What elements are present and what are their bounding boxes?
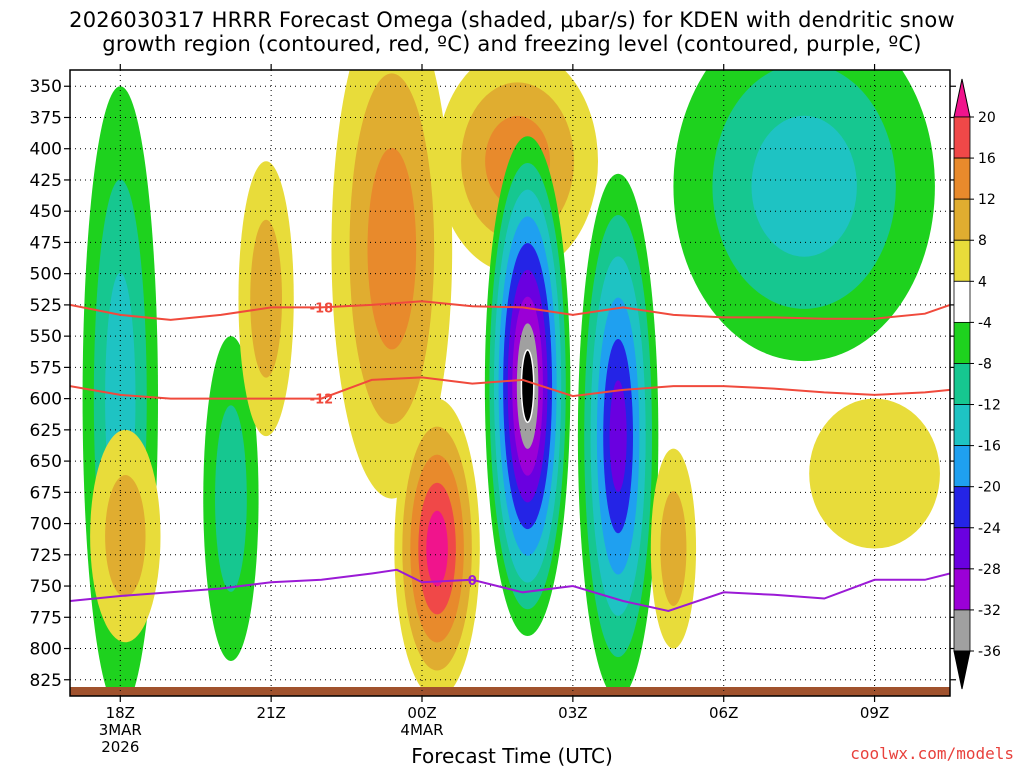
omega-level-neg12 xyxy=(751,115,857,257)
colorbar-swatch-9 xyxy=(953,486,971,529)
colorbar-swatch-2 xyxy=(953,198,971,241)
colorbar-bottom-arrow xyxy=(953,650,971,690)
omega-feature-7 xyxy=(484,136,571,637)
colorbar-label-10: -24 xyxy=(978,521,1001,537)
colorbar-swatch-0 xyxy=(953,116,971,159)
colorbar-swatch-3 xyxy=(953,239,971,282)
ground-strip xyxy=(70,687,950,696)
colorbar-label-11: -28 xyxy=(978,562,1001,578)
x-year-label: 2026 xyxy=(101,738,139,756)
colorbar-label-4: 4 xyxy=(978,274,987,290)
y-tick-label-650: 650 xyxy=(30,452,62,472)
colorbar-swatch-6 xyxy=(953,363,971,405)
dgz-contour-1-label: -12 xyxy=(310,393,334,408)
colorbar-top-arrow xyxy=(953,78,971,118)
colorbar-swatch-11 xyxy=(953,568,971,611)
site-credit: coolwx.com/models xyxy=(850,744,1014,763)
x-date-label: 3MAR xyxy=(99,721,142,739)
colorbar-swatch-4 xyxy=(953,280,971,323)
y-tick-label-450: 450 xyxy=(30,202,62,222)
y-tick-label-700: 700 xyxy=(30,515,62,535)
freezing-contour-0-line xyxy=(70,568,950,613)
omega-feature-2 xyxy=(90,429,161,643)
dgz-contour-1-line xyxy=(70,376,950,400)
colorbar-label-3: 8 xyxy=(978,233,987,249)
y-tick-label-475: 475 xyxy=(30,233,62,253)
x-tick-label-09Z: 09Z xyxy=(860,704,889,722)
omega-colorbar: 20 16 12 8 4 -4 -8 -12 -16 -20 -24 -28 -32 -36 xyxy=(953,78,1001,690)
omega-level-neg36 xyxy=(521,350,534,423)
colorbar-swatch-1 xyxy=(953,157,971,200)
omega-core-outline xyxy=(520,349,535,423)
omega-feature-11 xyxy=(809,398,940,549)
y-tick-label-550: 550 xyxy=(30,327,62,347)
y-tick-label-400: 400 xyxy=(30,140,62,160)
colorbar-label-13: -36 xyxy=(978,644,1001,660)
colorbar-label-2: 12 xyxy=(978,192,996,208)
x-tick-label-18Z: 18Z xyxy=(106,704,135,722)
omega-level-12 xyxy=(367,147,417,350)
colorbar-label-12: -32 xyxy=(978,603,1001,619)
x-tick-label-21Z: 21Z xyxy=(256,704,285,722)
colorbar-label-7: -12 xyxy=(978,398,1001,414)
x-date-label: 4MAR xyxy=(400,721,443,739)
x-tick-label-00Z: 00Z xyxy=(407,704,436,722)
y-tick-label-525: 525 xyxy=(30,296,62,316)
temperature-contours xyxy=(70,300,950,613)
x-tick-label-03Z: 03Z xyxy=(558,704,587,722)
y-tick-label-575: 575 xyxy=(30,358,62,378)
colorbar-swatch-5 xyxy=(953,321,971,364)
y-tick-label-625: 625 xyxy=(30,421,62,441)
chart-title-line2: growth region (contoured, red, ºC) and f… xyxy=(102,32,922,56)
omega-level-4 xyxy=(809,398,940,549)
omega-feature-10 xyxy=(673,70,935,362)
omega-level-neg24 xyxy=(609,380,627,492)
colorbar-label-9: -20 xyxy=(978,480,1001,496)
y-tick-label-425: 425 xyxy=(30,171,62,191)
omega-level-8 xyxy=(660,491,687,606)
omega-feature-1 xyxy=(203,336,259,662)
grid-lines xyxy=(70,70,950,696)
y-tick-label-725: 725 xyxy=(30,546,62,566)
colorbar-label-0: 20 xyxy=(978,110,996,126)
pressure-axis: 350 375 400 425 450 475 500 525 550 575 600 625 650 6… xyxy=(30,77,956,691)
dgz-contour-0-line xyxy=(70,300,950,321)
contour-labels: -18 -12 0 xyxy=(310,301,477,589)
plot-border xyxy=(69,69,951,697)
plot-frame xyxy=(69,69,951,697)
ground-surface xyxy=(70,687,950,696)
colorbar-swatch-10 xyxy=(953,527,971,570)
omega-level-8 xyxy=(250,219,283,378)
omega-feature-5 xyxy=(394,398,480,696)
colorbar-swatch-7 xyxy=(953,404,971,447)
x-tick-label-06Z: 06Z xyxy=(709,704,738,722)
colorbar-label-8: -16 xyxy=(978,439,1001,455)
dgz-contour-0-label: -18 xyxy=(310,301,334,316)
omega-level-neg8 xyxy=(215,405,247,592)
y-tick-label-500: 500 xyxy=(30,265,62,285)
colorbar-swatch-12 xyxy=(953,609,971,652)
omega-level-20 xyxy=(426,510,448,587)
omega-feature-9 xyxy=(650,448,697,649)
y-tick-label-675: 675 xyxy=(30,483,62,503)
colorbar-label-1: 16 xyxy=(978,151,996,167)
y-tick-label-825: 825 xyxy=(30,671,62,691)
y-tick-label-350: 350 xyxy=(30,77,62,97)
chart-title-line1: 2026030317 HRRR Forecast Omega (shaded, … xyxy=(69,8,955,32)
x-axis-title: Forecast Time (UTC) xyxy=(411,744,613,768)
colorbar-label-6: -8 xyxy=(978,356,992,372)
freezing-contour-0-label: 0 xyxy=(468,574,477,589)
y-tick-label-775: 775 xyxy=(30,608,62,628)
omega-feature-8 xyxy=(577,173,659,696)
omega-feature-3 xyxy=(238,161,294,437)
y-tick-label-750: 750 xyxy=(30,577,62,597)
y-tick-label-375: 375 xyxy=(30,108,62,128)
colorbar-label-5: -4 xyxy=(978,315,992,331)
omega-level-8 xyxy=(105,475,146,598)
y-tick-label-800: 800 xyxy=(30,640,62,660)
colorbar-swatch-8 xyxy=(953,445,971,488)
y-tick-label-600: 600 xyxy=(30,390,62,410)
